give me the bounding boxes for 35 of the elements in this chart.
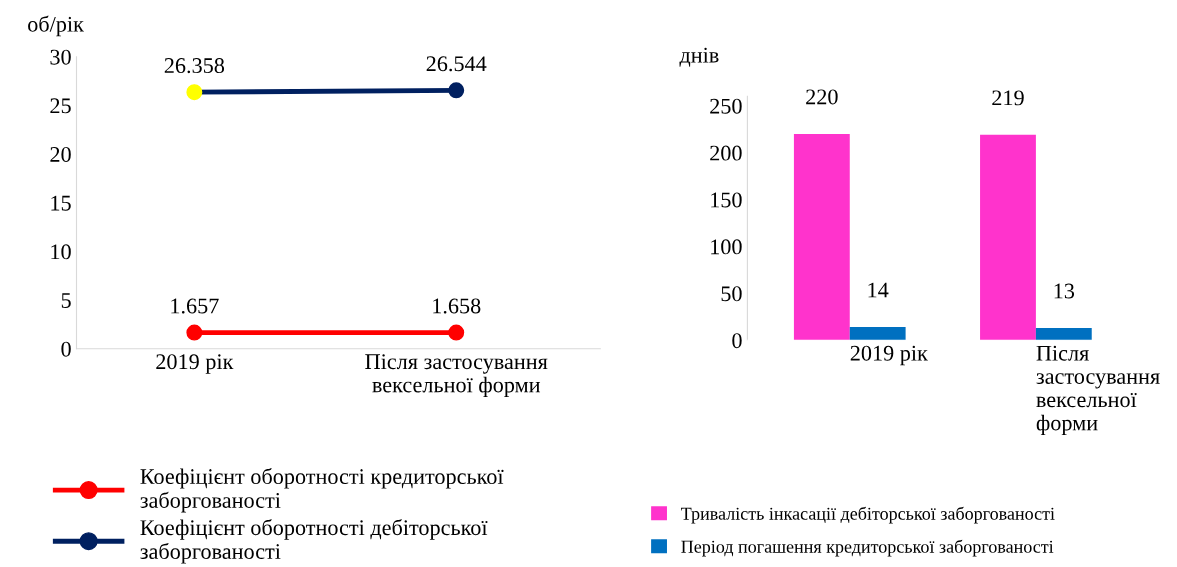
legend-label: Коефіцієнт оборотності кредиторської заборгованості	[140, 467, 504, 513]
y-tick-label: 0	[732, 333, 742, 349]
data-label: 26.544	[426, 56, 487, 72]
data-label: 14	[868, 282, 889, 298]
x-tick-label: Після застосування вексельної форми	[1036, 345, 1160, 435]
bar	[1035, 328, 1092, 341]
y-tick-label: 200	[710, 145, 742, 161]
bar	[793, 133, 850, 341]
x-tick-label: Після застосування вексельної форми	[365, 354, 548, 397]
y-tick-label: 250	[710, 98, 742, 114]
y-tick-label: 15	[51, 195, 71, 211]
data-label: 1.658	[433, 298, 481, 314]
data-label: 1.657	[171, 298, 219, 314]
y-tick-label: 30	[50, 49, 71, 65]
y-tick-label: 20	[50, 146, 71, 162]
y-tick-label: 150	[711, 192, 742, 208]
y-tick-label: 10	[51, 244, 71, 260]
data-label: 26.358	[164, 58, 225, 74]
y-tick-label: 25	[50, 98, 71, 114]
bar	[849, 327, 906, 341]
bar	[980, 134, 1036, 341]
y-tick-label: 5	[61, 293, 71, 308]
y-tick-label: 50	[721, 286, 742, 302]
y-axis-title: об/рік	[28, 15, 84, 37]
y-tick-label: 100	[711, 239, 742, 255]
data-label: 13	[1054, 283, 1075, 299]
x-tick-label: 2019 рік	[850, 345, 928, 366]
x-tick-label: 2019 рік	[156, 354, 234, 374]
y-tick-label: 0	[61, 341, 71, 357]
data-label: 220	[806, 89, 838, 105]
data-label: 219	[992, 90, 1024, 106]
y-axis-title: днів	[679, 47, 719, 67]
legend-label: Коефіцієнт оборотності дебіторської заборгованості	[140, 519, 488, 564]
legend-label: Тривалість інкасації дебіторської заборгованості	[681, 506, 1055, 524]
legend-label: Період погашення кредиторської заборгованості	[681, 539, 1054, 557]
